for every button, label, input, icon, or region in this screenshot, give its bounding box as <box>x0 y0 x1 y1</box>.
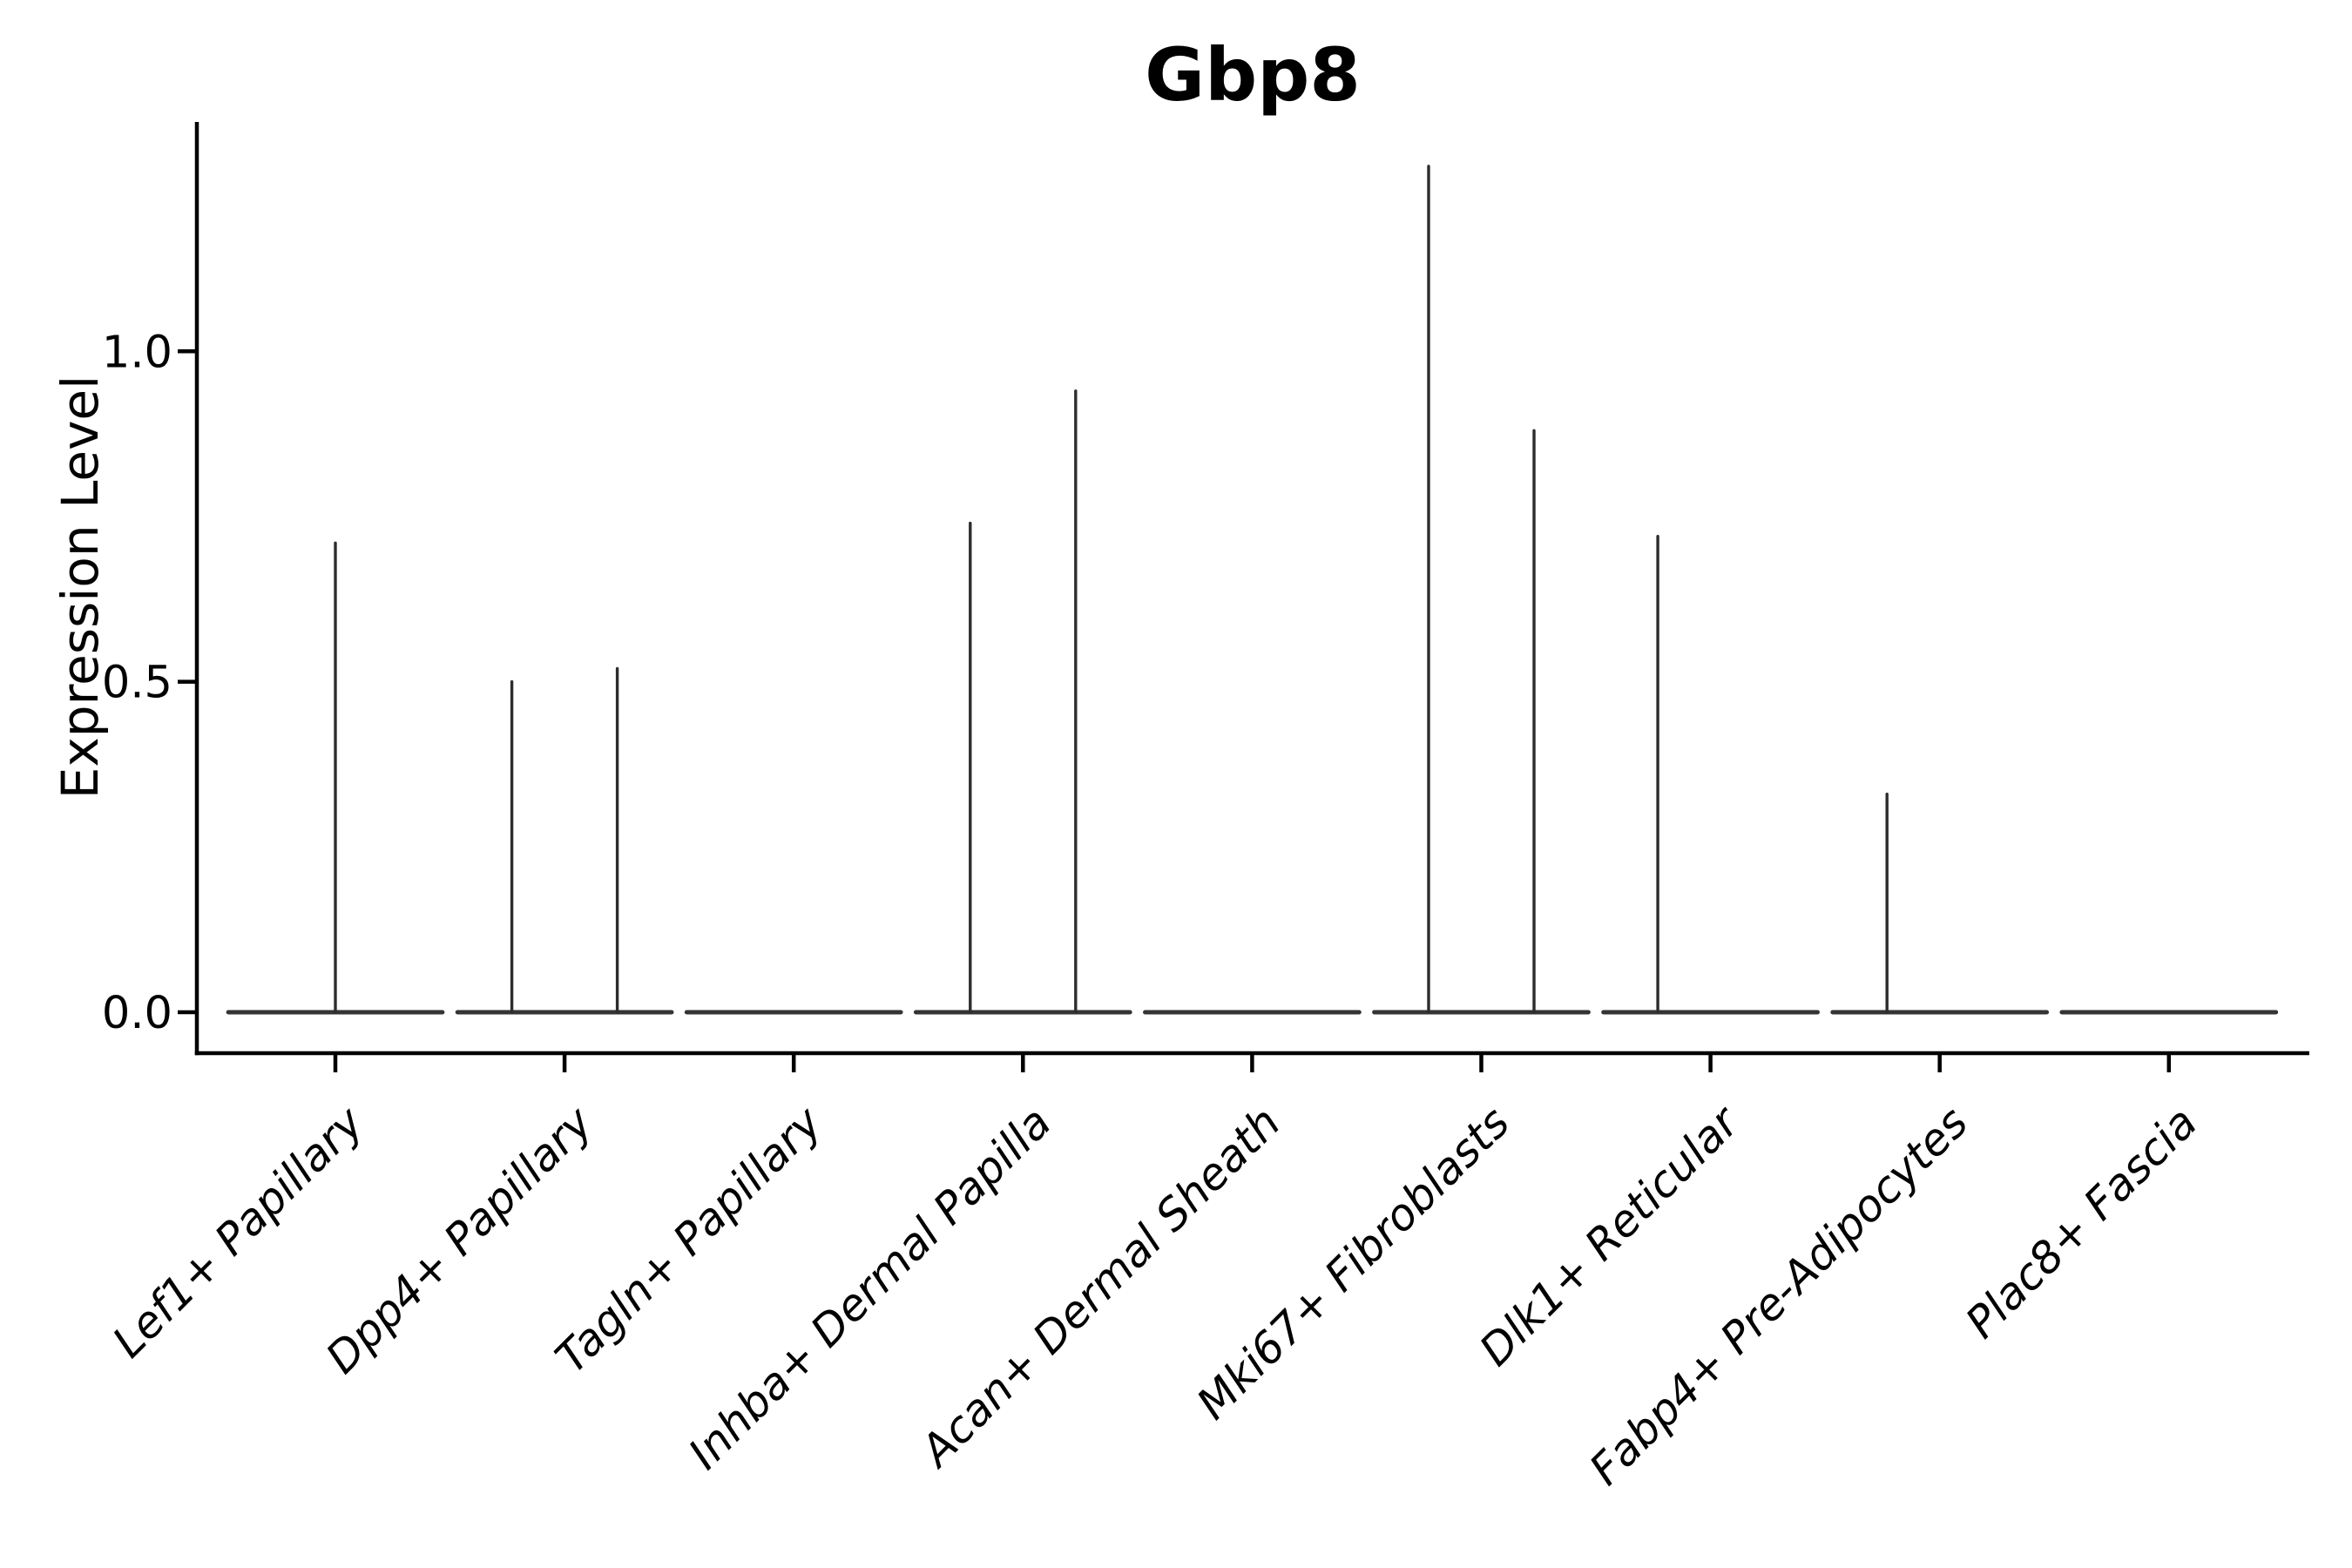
y-tick-label: 1.0 <box>102 327 172 378</box>
x-tick-label: Inhba+ Dermal Papilla <box>679 1097 1060 1478</box>
violin <box>913 389 1132 1015</box>
violins-layer <box>226 165 2279 1015</box>
violin <box>226 541 445 1015</box>
y-tick-label: 0.5 <box>102 658 172 709</box>
x-tick-label: Fabp4+ Pre-Adipocytes <box>1580 1097 1978 1495</box>
x-tick-label: Plac8+ Fascia <box>1956 1097 2207 1348</box>
y-tick-label: 0.0 <box>102 988 172 1039</box>
x-tick-label: Acan+ Dermal Sheath <box>909 1097 1290 1477</box>
violin <box>1830 792 2050 1015</box>
y-axis-label: Expression Level <box>51 375 110 799</box>
x-tick-label: Lef1+ Papillary <box>103 1096 374 1367</box>
y-axis: 0.0 0.5 1.0 <box>102 122 199 1056</box>
chart-title: Gbp8 <box>1145 32 1361 118</box>
violin <box>1601 535 1820 1015</box>
violin <box>1372 165 1591 1015</box>
violin <box>455 666 674 1015</box>
